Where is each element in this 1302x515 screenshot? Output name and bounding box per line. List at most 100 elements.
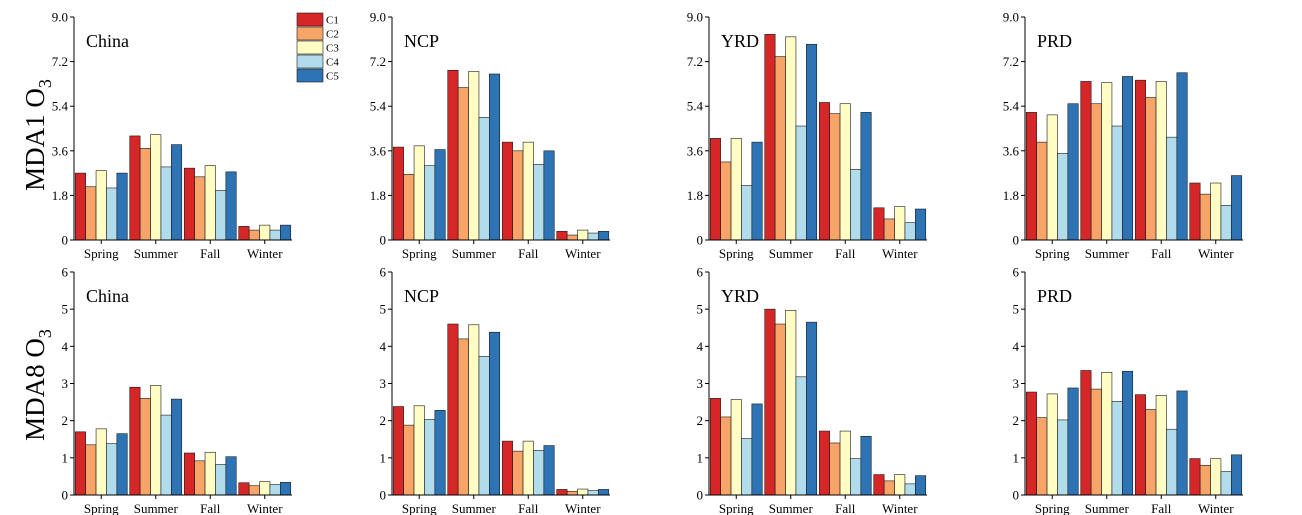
y-tick-label: 3 bbox=[380, 376, 387, 391]
bar-c1-spring bbox=[74, 172, 86, 241]
bar-c4-summer bbox=[160, 414, 172, 496]
bar-c1-spring bbox=[1025, 112, 1037, 241]
bar-c5-summer bbox=[489, 331, 501, 496]
y-tick-label: 3.6 bbox=[1003, 143, 1020, 158]
bar-c2-spring bbox=[1036, 141, 1048, 241]
x-tick-label: Spring bbox=[402, 246, 437, 261]
legend-swatch-c2 bbox=[296, 26, 324, 41]
y-tick-label: 1.8 bbox=[370, 188, 386, 203]
y-tick-label: 7.2 bbox=[52, 54, 68, 69]
bar-c3-summer bbox=[1101, 372, 1113, 496]
y-tick-label: 5.4 bbox=[370, 99, 387, 114]
row-label-mda1-main: MDA1 O bbox=[20, 88, 50, 191]
row-label-mda8: MDA8 O3 bbox=[20, 329, 55, 441]
bar-c5-spring bbox=[116, 172, 128, 241]
x-tick-label: Spring bbox=[719, 246, 754, 261]
x-tick-label: Fall bbox=[200, 501, 221, 515]
bar-c2-summer bbox=[774, 56, 786, 241]
bar-c3-winter bbox=[259, 224, 271, 241]
bar-c4-winter bbox=[904, 483, 916, 496]
legend-swatch-c3 bbox=[296, 40, 324, 55]
bar-c5-winter bbox=[1231, 454, 1243, 496]
bar-c5-winter bbox=[598, 231, 610, 241]
y-tick-label: 9.0 bbox=[1003, 10, 1019, 25]
bar-c4-spring bbox=[424, 419, 436, 496]
x-tick-label: Winter bbox=[882, 501, 918, 515]
bar-c4-winter bbox=[1220, 205, 1232, 241]
bar-c1-summer bbox=[129, 135, 141, 241]
bar-c2-fall bbox=[829, 113, 841, 241]
bar-c2-summer bbox=[774, 323, 786, 496]
bar-c2-winter bbox=[883, 480, 895, 496]
bar-c5-fall bbox=[860, 435, 872, 496]
y-tick-label: 1 bbox=[380, 450, 387, 465]
panels: 0 1.8 3.6 5.4 7.2 9.0 Spring Summer Fall Winter Ch… bbox=[52, 10, 1243, 515]
bar-c4-spring bbox=[1057, 152, 1069, 241]
bar-c3-winter bbox=[894, 206, 906, 241]
bar-c3-spring bbox=[413, 405, 425, 496]
bar-c4-summer bbox=[1111, 401, 1123, 496]
bar-c4-fall bbox=[533, 164, 545, 241]
bar-c1-summer bbox=[447, 323, 459, 496]
y-tick-label: 7.2 bbox=[687, 54, 703, 69]
x-tick-label: Spring bbox=[719, 501, 754, 515]
x-tick-label: Winter bbox=[565, 501, 601, 515]
y-tick-label: 0 bbox=[1013, 233, 1020, 248]
legend-label-c3: C3 bbox=[326, 43, 339, 55]
bar-c4-summer bbox=[478, 356, 490, 496]
y-tick-label: 1 bbox=[1013, 450, 1020, 465]
legend-label-c4: C4 bbox=[326, 57, 339, 69]
y-tick-label: 5.4 bbox=[1003, 99, 1020, 114]
bar-c1-fall bbox=[183, 452, 195, 496]
y-tick-label: 2 bbox=[380, 413, 387, 428]
bar-c3-winter bbox=[577, 488, 589, 496]
y-tick-label: 7.2 bbox=[1003, 54, 1019, 69]
y-tick-label: 0 bbox=[62, 488, 69, 503]
x-tick-label: Winter bbox=[1198, 246, 1234, 261]
x-tick-label: Summer bbox=[452, 246, 497, 261]
x-tick-label: Summer bbox=[134, 246, 179, 261]
bar-c2-spring bbox=[1036, 417, 1048, 496]
y-tick-label: 4 bbox=[62, 339, 69, 354]
bar-c5-winter bbox=[1231, 175, 1243, 241]
bar-c1-summer bbox=[447, 69, 459, 241]
bar-c4-summer bbox=[1111, 125, 1123, 241]
bar-c3-spring bbox=[1046, 393, 1058, 496]
y-tick-label: 6 bbox=[62, 265, 69, 280]
bar-c3-fall bbox=[204, 165, 216, 241]
bar-c5-summer bbox=[806, 321, 818, 496]
bar-c3-spring bbox=[413, 145, 425, 241]
bar-c4-spring bbox=[741, 185, 753, 241]
legend-swatch-c1 bbox=[296, 12, 324, 27]
bar-c4-winter bbox=[1220, 471, 1232, 496]
bar-c4-fall bbox=[533, 450, 545, 496]
y-tick-label: 5 bbox=[62, 302, 69, 317]
y-tick-label: 3.6 bbox=[370, 143, 387, 158]
bar-c5-winter bbox=[280, 482, 292, 496]
bar-c3-spring bbox=[95, 170, 107, 241]
x-tick-label: Summer bbox=[1085, 246, 1130, 261]
bar-c3-fall bbox=[839, 103, 851, 241]
x-tick-label: Fall bbox=[518, 501, 539, 515]
panel-title: China bbox=[86, 286, 129, 306]
bar-c4-fall bbox=[850, 458, 862, 496]
y-tick-label: 0 bbox=[697, 488, 704, 503]
bar-c5-winter bbox=[598, 489, 610, 496]
x-tick-label: Fall bbox=[1151, 246, 1172, 261]
panel-0-2: 0 1.8 3.6 5.4 7.2 9.0 Spring Summer Fall Winter YR… bbox=[687, 10, 927, 261]
bar-c4-winter bbox=[269, 229, 281, 241]
bar-c5-summer bbox=[806, 43, 818, 241]
y-tick-label: 3.6 bbox=[52, 143, 69, 158]
x-tick-label: Spring bbox=[1035, 246, 1070, 261]
bar-c1-spring bbox=[709, 138, 721, 241]
bar-c4-summer bbox=[795, 376, 807, 496]
bar-c5-spring bbox=[434, 409, 446, 496]
bar-c1-winter bbox=[873, 474, 885, 496]
y-tick-label: 4 bbox=[697, 339, 704, 354]
bar-c3-spring bbox=[95, 428, 107, 496]
bar-c1-winter bbox=[1189, 182, 1201, 241]
legend-label-c1: C1 bbox=[326, 15, 339, 27]
legend-label-c2: C2 bbox=[326, 29, 339, 41]
bar-c5-winter bbox=[280, 224, 292, 241]
